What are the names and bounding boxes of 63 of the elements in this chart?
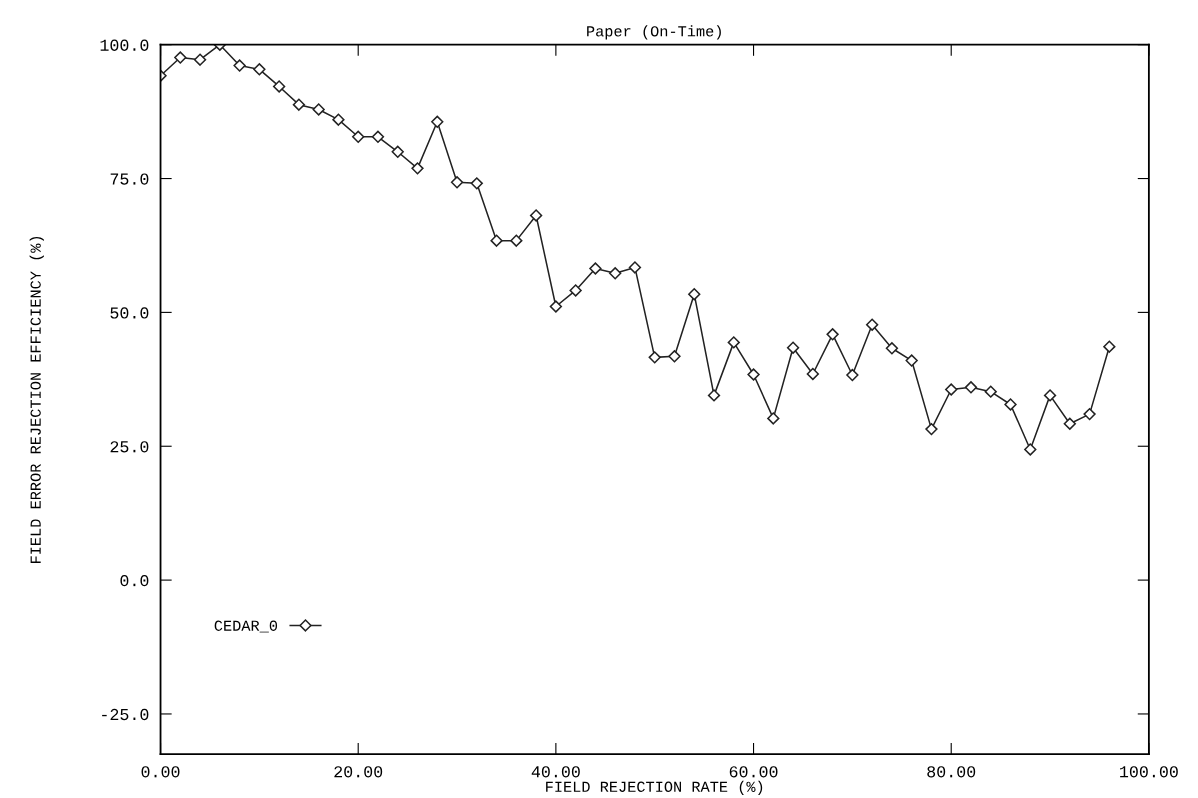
y-tick-label: 75.0	[110, 173, 149, 185]
x-tick-label: 100.00	[1120, 766, 1178, 778]
point	[609, 267, 622, 280]
point	[312, 103, 325, 116]
point	[1063, 417, 1076, 430]
point	[984, 385, 997, 398]
point	[964, 381, 978, 394]
x-tick-label: 60.00	[729, 766, 778, 778]
point	[589, 262, 602, 275]
point	[747, 368, 760, 381]
y-axis-title: FIELD ERROR REJECTION EFFICIENCY (%)	[29, 236, 44, 563]
point	[668, 350, 681, 363]
point	[885, 342, 899, 355]
point	[767, 412, 780, 425]
point	[391, 145, 404, 158]
point	[431, 115, 444, 128]
y-tick-label: 0.0	[120, 574, 149, 587]
point	[846, 368, 859, 382]
point	[628, 261, 642, 274]
point	[529, 209, 543, 222]
x-tick-label: 20.00	[334, 766, 383, 778]
point	[174, 51, 187, 64]
point	[193, 53, 207, 66]
point	[1103, 340, 1116, 353]
x-axis-title: FIELD REJECTION RATE (%)	[546, 780, 763, 795]
point	[332, 113, 345, 126]
point	[865, 318, 879, 331]
x-tick-label: 0.00	[141, 766, 180, 778]
point	[1024, 443, 1037, 456]
point	[352, 130, 365, 143]
x-tick-label: 80.00	[927, 766, 976, 778]
point	[450, 176, 464, 189]
point	[727, 336, 740, 349]
point	[253, 63, 266, 76]
y-tick-label: 25.0	[110, 441, 149, 453]
y-tick-label: -25.0	[102, 708, 149, 721]
point	[1043, 389, 1057, 402]
point	[905, 354, 918, 367]
point	[371, 130, 385, 143]
point	[411, 162, 424, 175]
point	[648, 351, 661, 364]
point	[826, 328, 839, 341]
point	[470, 177, 483, 190]
y-tick-label: 100.0	[100, 39, 149, 51]
point	[925, 422, 938, 436]
legend-label: CEDAR_0	[214, 620, 278, 633]
point	[786, 341, 800, 354]
point	[490, 234, 503, 247]
point	[945, 383, 958, 396]
point	[1004, 398, 1017, 411]
y-tick-label: 50.0	[110, 307, 149, 319]
point	[272, 80, 286, 93]
x-tick-label: 40.00	[531, 766, 580, 778]
point	[233, 59, 246, 72]
point	[1083, 407, 1096, 421]
point	[707, 389, 721, 402]
point	[549, 300, 563, 313]
point	[510, 234, 523, 247]
point	[688, 288, 701, 301]
point	[292, 98, 306, 111]
chart-title: Paper (On-Time)	[587, 25, 721, 40]
point	[806, 367, 820, 381]
point	[569, 284, 582, 297]
